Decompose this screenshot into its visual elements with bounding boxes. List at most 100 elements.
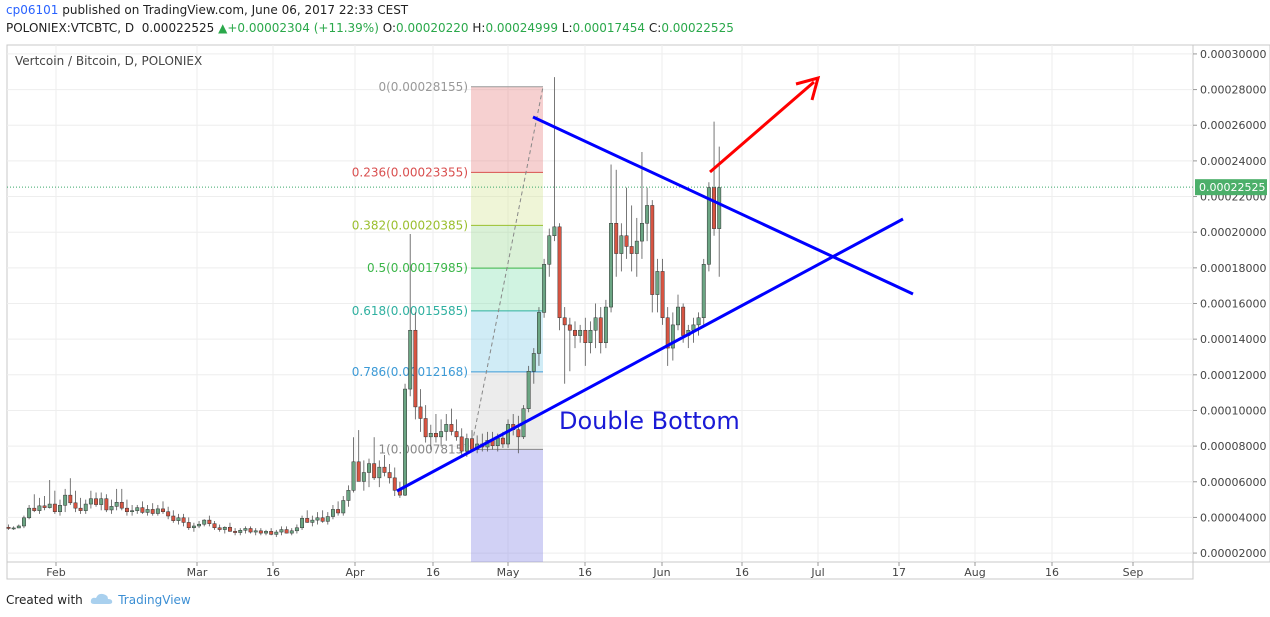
candle-body (361, 472, 366, 482)
candle-body (660, 271, 665, 319)
y-tick-label: 0.00020000 (1200, 226, 1266, 239)
candle-body (150, 509, 155, 514)
candle-body (557, 226, 562, 319)
candle-body (655, 271, 660, 295)
y-tick-label: 0.00026000 (1200, 119, 1266, 132)
price-axis (1192, 44, 1270, 563)
candle-body (444, 424, 449, 432)
candle-body (619, 235, 624, 254)
candle-body (624, 235, 629, 247)
footer: Created with TradingView (6, 592, 191, 607)
candle-body (176, 517, 181, 521)
candle-body (634, 240, 639, 254)
price-tag-bg (1195, 179, 1267, 196)
candle-body (217, 527, 222, 530)
chart-title: Vertcoin / Bitcoin, D, POLONIEX (15, 54, 202, 68)
candle-body (552, 226, 557, 237)
x-tick-label: 17 (892, 566, 906, 579)
x-tick-label: 16 (578, 566, 592, 579)
breakout-arrow-head (795, 75, 821, 101)
fib-zone-extension (471, 449, 543, 562)
candle-body (640, 223, 644, 242)
candle-body (6, 526, 11, 529)
x-tick-label: Jun (652, 566, 670, 579)
fib-zone (471, 225, 543, 269)
y-tick-label: 0.00028000 (1200, 84, 1266, 97)
candle-body (181, 517, 186, 523)
high-label: H: (472, 21, 486, 35)
candle-body (78, 507, 83, 511)
x-tick-label: 16 (266, 566, 280, 579)
candle-body (140, 507, 145, 513)
fib-trend-line (470, 86, 544, 450)
x-tick-label: Jul (810, 566, 824, 579)
up-triangle-icon: ▲ (218, 21, 228, 35)
candle-body (573, 329, 577, 336)
candle-body (145, 509, 150, 513)
close-label: C: (648, 21, 662, 35)
candle-body (593, 317, 598, 331)
candle-body (676, 306, 680, 326)
candle-body (454, 431, 459, 438)
y-tick-label: 0.00018000 (1200, 262, 1266, 275)
candle-body (331, 509, 335, 517)
candle-body (403, 388, 408, 496)
candle-body (578, 329, 583, 336)
candle-body (83, 503, 88, 511)
candle-body (387, 472, 392, 479)
candle-body (32, 507, 37, 511)
candle-body (325, 516, 330, 522)
y-tick-label: 0.00012000 (1200, 369, 1266, 382)
candle-body (449, 424, 454, 432)
x-tick-label: Sep (1123, 566, 1144, 579)
candle-body (712, 187, 716, 229)
candle-body (413, 329, 418, 408)
candle-body (130, 510, 135, 512)
publish-info: cp06101 published on TradingView.com, Ju… (6, 3, 408, 17)
x-tick-label: 16 (735, 566, 749, 579)
fib-level-label: 0.382(0.00020385) (352, 218, 468, 232)
y-tick-label: 0.00024000 (1200, 155, 1266, 168)
time-axis (6, 561, 1194, 580)
candle-body (567, 324, 572, 331)
candle-body (603, 306, 608, 343)
fib-zone (471, 172, 543, 226)
candle-body (258, 530, 263, 534)
support-trendline (396, 217, 904, 493)
high-value: 0.00024999 (485, 21, 558, 35)
candle-body (547, 235, 552, 265)
y-tick-label: 0.00030000 (1200, 48, 1266, 61)
candle-body (284, 529, 289, 534)
candle-body (47, 503, 52, 508)
candle-body (119, 502, 124, 509)
candle-body (598, 317, 603, 343)
low-value: 0.00017454 (572, 21, 646, 35)
candle-body (470, 438, 474, 450)
candle-body (588, 329, 593, 343)
candle-body (22, 517, 26, 527)
candle-body (264, 531, 268, 534)
candle-body (537, 312, 541, 354)
candle-body (336, 509, 341, 514)
x-tick-label: Aug (964, 566, 985, 579)
candle-body (202, 519, 207, 525)
candle-body (109, 506, 114, 511)
fib-level-label: 1(0.00007815) (378, 442, 468, 456)
candle-body (696, 317, 701, 326)
candle-body (506, 424, 511, 445)
y-tick-label: 0.00010000 (1200, 404, 1266, 417)
candle-body (104, 498, 109, 511)
candle-body (392, 477, 397, 491)
author-link[interactable]: cp06101 (6, 3, 59, 17)
candle-body (300, 518, 305, 529)
candle-body (614, 223, 619, 254)
candle-body (372, 463, 377, 479)
candle-body (243, 528, 248, 531)
candle-body (645, 205, 650, 224)
tradingview-link[interactable]: TradingView (118, 593, 191, 607)
candle-body (222, 526, 227, 530)
x-tick-label: 16 (426, 566, 440, 579)
candle-body (609, 223, 613, 308)
candle-body (42, 505, 47, 508)
